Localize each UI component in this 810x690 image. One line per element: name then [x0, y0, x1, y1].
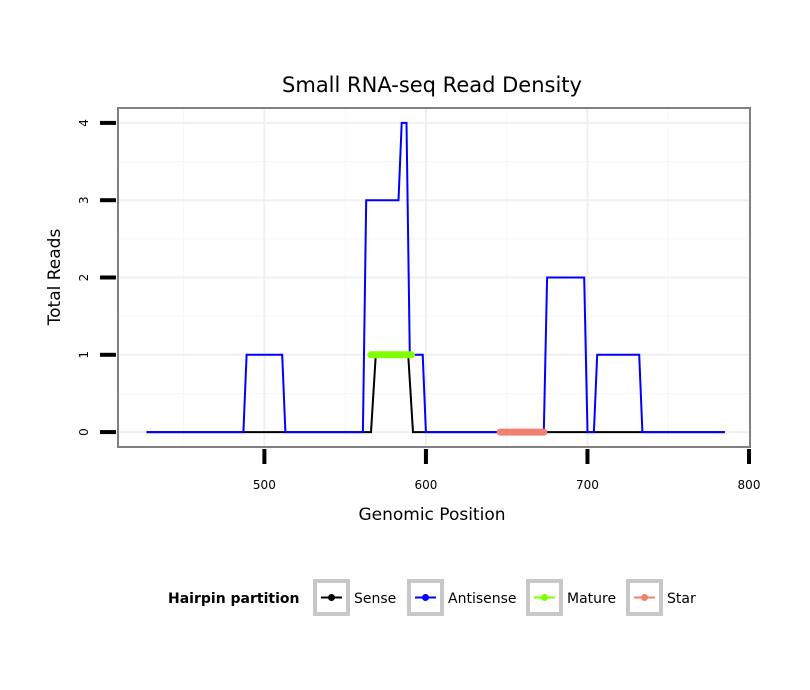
legend: Hairpin partition Sense Antisense Mature St…	[168, 579, 696, 616]
legend-label-antisense: Antisense	[448, 591, 517, 607]
series-line-antisense	[146, 121, 725, 434]
x-tick-label: 700	[576, 478, 599, 492]
x-axis-label: Genomic Position	[358, 505, 505, 525]
legend-label-mature: Mature	[567, 591, 616, 607]
chart-title: Small RNA-seq Read Density	[282, 73, 582, 97]
y-tick-label: 0	[77, 428, 91, 436]
x-axis: 500 600 700 800	[253, 449, 761, 492]
y-tick-label: 4	[77, 119, 91, 127]
y-tick-label: 1	[77, 351, 91, 359]
y-axis: 0 1 2 3 4	[77, 119, 116, 436]
x-tick-label: 800	[738, 478, 761, 492]
series-layer	[146, 121, 725, 436]
legend-items: Sense Antisense Mature Star	[313, 579, 696, 616]
x-tick-label: 500	[253, 478, 276, 492]
legend-label-star: Star	[667, 591, 696, 607]
grid-lines	[119, 109, 749, 446]
legend-swatch-point-star	[641, 594, 648, 601]
x-tick-label: 600	[414, 478, 437, 492]
y-axis-label: Total Reads	[45, 229, 65, 327]
legend-swatch-point-antisense	[422, 594, 429, 601]
plot-panel-border	[117, 107, 751, 448]
legend-swatch-point-mature	[541, 594, 548, 601]
y-tick-label: 2	[77, 274, 91, 282]
legend-swatch-point-sense	[328, 594, 335, 601]
legend-label-sense: Sense	[354, 591, 396, 607]
legend-title: Hairpin partition	[168, 591, 299, 607]
y-tick-label: 3	[77, 196, 91, 204]
